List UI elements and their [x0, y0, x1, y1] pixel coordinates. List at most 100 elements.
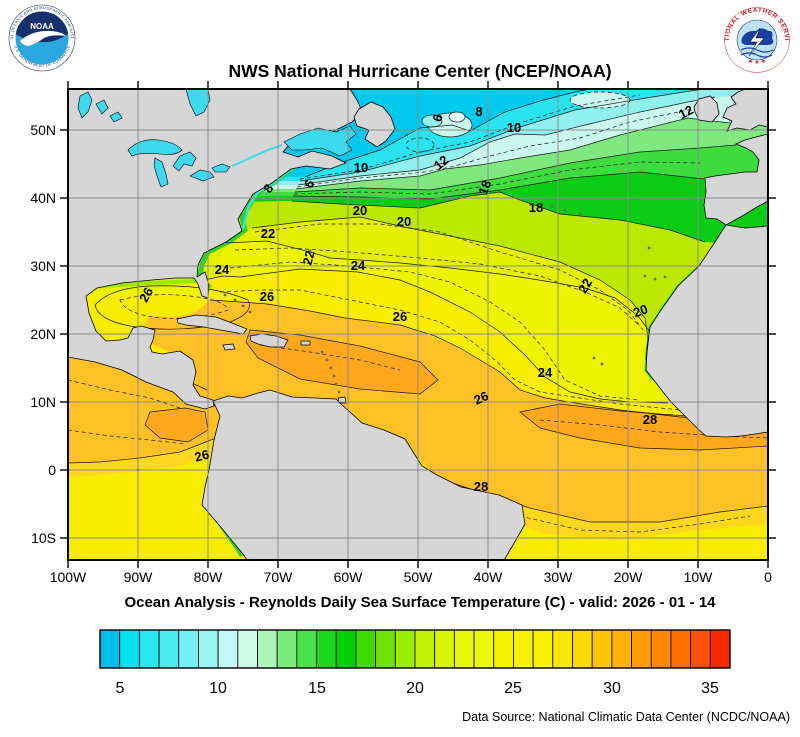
colorbar-cell — [198, 629, 219, 669]
axis-tick-labels: 100W 90W 80W 70W 60W 50W 40W 30W 20W 10W 0 50N 40N 30… — [30, 122, 772, 585]
x-axis-label: 90W — [124, 569, 154, 585]
nws-cloud-icon — [741, 28, 774, 45]
contour-label: 12 — [676, 102, 696, 122]
colorbar-cell — [473, 629, 495, 669]
contour-label: 6 — [429, 112, 445, 123]
colorbar-cell — [237, 629, 258, 669]
lake-ontario — [211, 163, 231, 173]
contour-label: 24 — [215, 262, 230, 277]
contour-label: 22 — [261, 226, 275, 241]
colorbar-cell — [138, 629, 160, 669]
x-axis-label: 50W — [404, 569, 434, 585]
x-axis-label: 10W — [684, 569, 714, 585]
colorbar-cell — [257, 629, 278, 669]
contour-label: 26 — [471, 388, 490, 408]
colorbar-cell — [650, 629, 672, 669]
x-axis-label: 40W — [474, 569, 504, 585]
x-axis-label: 60W — [334, 569, 364, 585]
colorbar-cell — [276, 629, 298, 669]
contour-label: 26 — [260, 289, 274, 304]
contour-label: 26 — [393, 309, 407, 324]
st-lawrence-river — [231, 144, 283, 167]
colorbar-cell — [572, 629, 593, 669]
axis-ticks — [60, 81, 776, 568]
europe-iberia-france — [703, 133, 768, 226]
y-axis-label: 50N — [30, 122, 56, 138]
contour-label: 20 — [631, 301, 650, 320]
colorbar-cell — [375, 629, 396, 669]
y-axis-label: 40N — [30, 190, 56, 206]
colorbar-cell — [99, 629, 121, 669]
contour-label: 28 — [643, 412, 657, 427]
colorbar-cell — [355, 629, 377, 669]
colorbar-cell — [316, 629, 337, 669]
colorbar-labels: 5 10 15 20 25 30 35 — [116, 680, 719, 697]
colorbar-cell — [296, 629, 317, 669]
lake-winnipeg — [77, 91, 93, 119]
puerto-rico — [300, 340, 311, 346]
colorbar-cell — [453, 629, 475, 669]
x-axis-label: 80W — [194, 569, 224, 585]
colorbar-tick-label: 25 — [504, 680, 522, 697]
colorbar-cell — [690, 629, 711, 669]
colorbar-cell — [591, 629, 613, 669]
colorbar-frame — [99, 629, 731, 669]
map-caption: Ocean Analysis - Reynolds Daily Sea Surf… — [124, 594, 716, 611]
colorbar-cell — [493, 629, 514, 669]
temperature-colorbar — [99, 629, 731, 669]
nws-ring-text: NATIONAL WEATHER SERVICE — [0, 0, 790, 41]
contour-label: 24 — [538, 365, 553, 380]
colorbar-cell — [158, 629, 180, 669]
contour-label: 18 — [529, 200, 543, 215]
contour-label: 26 — [136, 285, 156, 305]
colorbar-cell — [709, 629, 731, 669]
gulf-of-st-lawrence — [283, 125, 357, 157]
x-axis-label: 20W — [614, 569, 644, 585]
noaa-logo: NATIONAL OCEANIC AND ATMOSPHERIC ADMINIS… — [0, 0, 76, 72]
contour-lines-dashed — [68, 94, 768, 533]
x-axis-label: 0 — [764, 569, 772, 585]
colorbar-cell — [414, 629, 436, 669]
colorbar-cell — [394, 629, 416, 669]
contour-label: 24 — [351, 258, 366, 273]
x-axis-label: 100W — [50, 569, 87, 585]
lake-michigan — [153, 157, 169, 188]
colorbar-cell — [178, 629, 199, 669]
colorbar-cell — [513, 629, 534, 669]
landmasses — [68, 89, 768, 560]
newfoundland — [353, 101, 396, 148]
y-axis-label: 20N — [30, 326, 56, 342]
lake-superior — [127, 139, 183, 157]
nws-stars: ★ ★ ★ — [747, 57, 767, 66]
colorbar-tick-label: 35 — [701, 680, 719, 697]
colorbar-tick-label: 20 — [406, 680, 424, 697]
nws-lightning-icon — [748, 27, 765, 57]
y-axis-label: 10N — [30, 394, 56, 410]
contour-label: 28 — [474, 479, 488, 494]
contour-label: 20 — [353, 203, 367, 218]
contour-label: 10 — [354, 160, 368, 175]
contour-label: 22 — [575, 276, 595, 296]
contour-label: 18 — [475, 178, 494, 197]
colorbar-tick-label: 30 — [603, 680, 621, 697]
data-source-note: Data Source: National Climatic Data Cent… — [462, 710, 790, 724]
y-axis-label: 10S — [31, 530, 56, 546]
contour-label: 26 — [193, 447, 211, 465]
ireland — [693, 95, 720, 123]
colorbar-cell — [532, 629, 554, 669]
contour-label: 10 — [507, 120, 521, 135]
grid-lines — [68, 89, 768, 560]
colorbar-tick-label: 10 — [209, 680, 227, 697]
james-bay — [185, 89, 211, 117]
nws-waves-icon — [740, 47, 774, 58]
colorbar-cell — [119, 629, 140, 669]
colorbar-cell — [434, 629, 455, 669]
y-axis-label: 0 — [48, 462, 56, 478]
x-axis-label: 70W — [264, 569, 294, 585]
lake-huron — [172, 151, 197, 172]
contour-label: 8 — [475, 104, 482, 119]
